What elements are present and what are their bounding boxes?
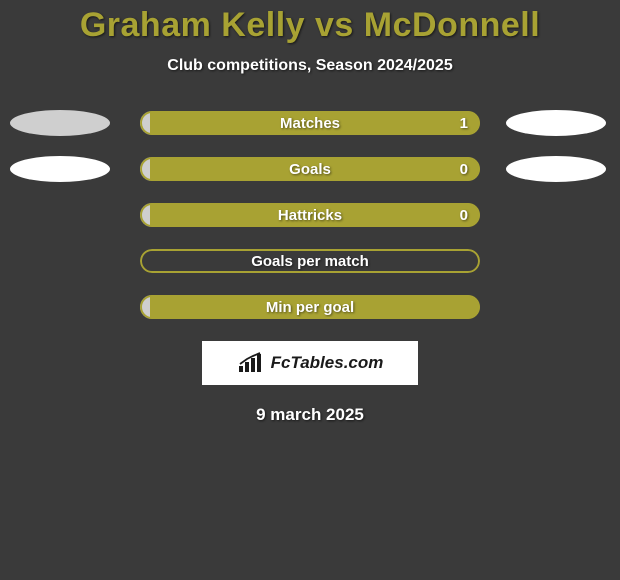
date-label: 9 march 2025 [0,405,620,425]
stat-bar-left [140,157,150,181]
comparison-container: Graham Kelly vs McDonnell Club competiti… [0,0,620,425]
stat-bar-left [140,203,150,227]
stat-value-right: 0 [460,203,468,227]
stat-row: Goals per match [0,249,620,273]
stat-bar: Min per goal [140,295,480,319]
stat-bar-right [310,249,480,273]
stat-value-right: 0 [460,157,468,181]
logo-text: FcTables.com [271,353,384,373]
stat-row: Goals0 [0,157,620,181]
player-left-ellipse [10,110,110,136]
logo-box: FcTables.com [202,341,418,385]
logo: FcTables.com [237,352,384,374]
stat-row: Matches1 [0,111,620,135]
logo-icon [237,352,267,374]
stat-bar: Goals per match [140,249,480,273]
stat-row: Min per goal [0,295,620,319]
player-left-ellipse [10,156,110,182]
stat-rows: Matches1 Goals0 Hattricks0 Goals per match M… [0,111,620,319]
player-right-ellipse [506,156,606,182]
stat-row: Hattricks0 [0,203,620,227]
stat-bar-left [140,295,150,319]
player-right-ellipse [506,110,606,136]
page-title: Graham Kelly vs McDonnell [0,6,620,45]
subtitle: Club competitions, Season 2024/2025 [0,57,620,75]
stat-bar-right [150,157,480,181]
stat-bar-left [140,111,150,135]
stat-bar-right [150,295,480,319]
stat-bar: Matches1 [140,111,480,135]
stat-bar: Goals0 [140,157,480,181]
stat-bar-right [150,111,480,135]
stat-bar-left [140,249,310,273]
stat-bar: Hattricks0 [140,203,480,227]
stat-bar-right [150,203,480,227]
stat-value-right: 1 [460,111,468,135]
